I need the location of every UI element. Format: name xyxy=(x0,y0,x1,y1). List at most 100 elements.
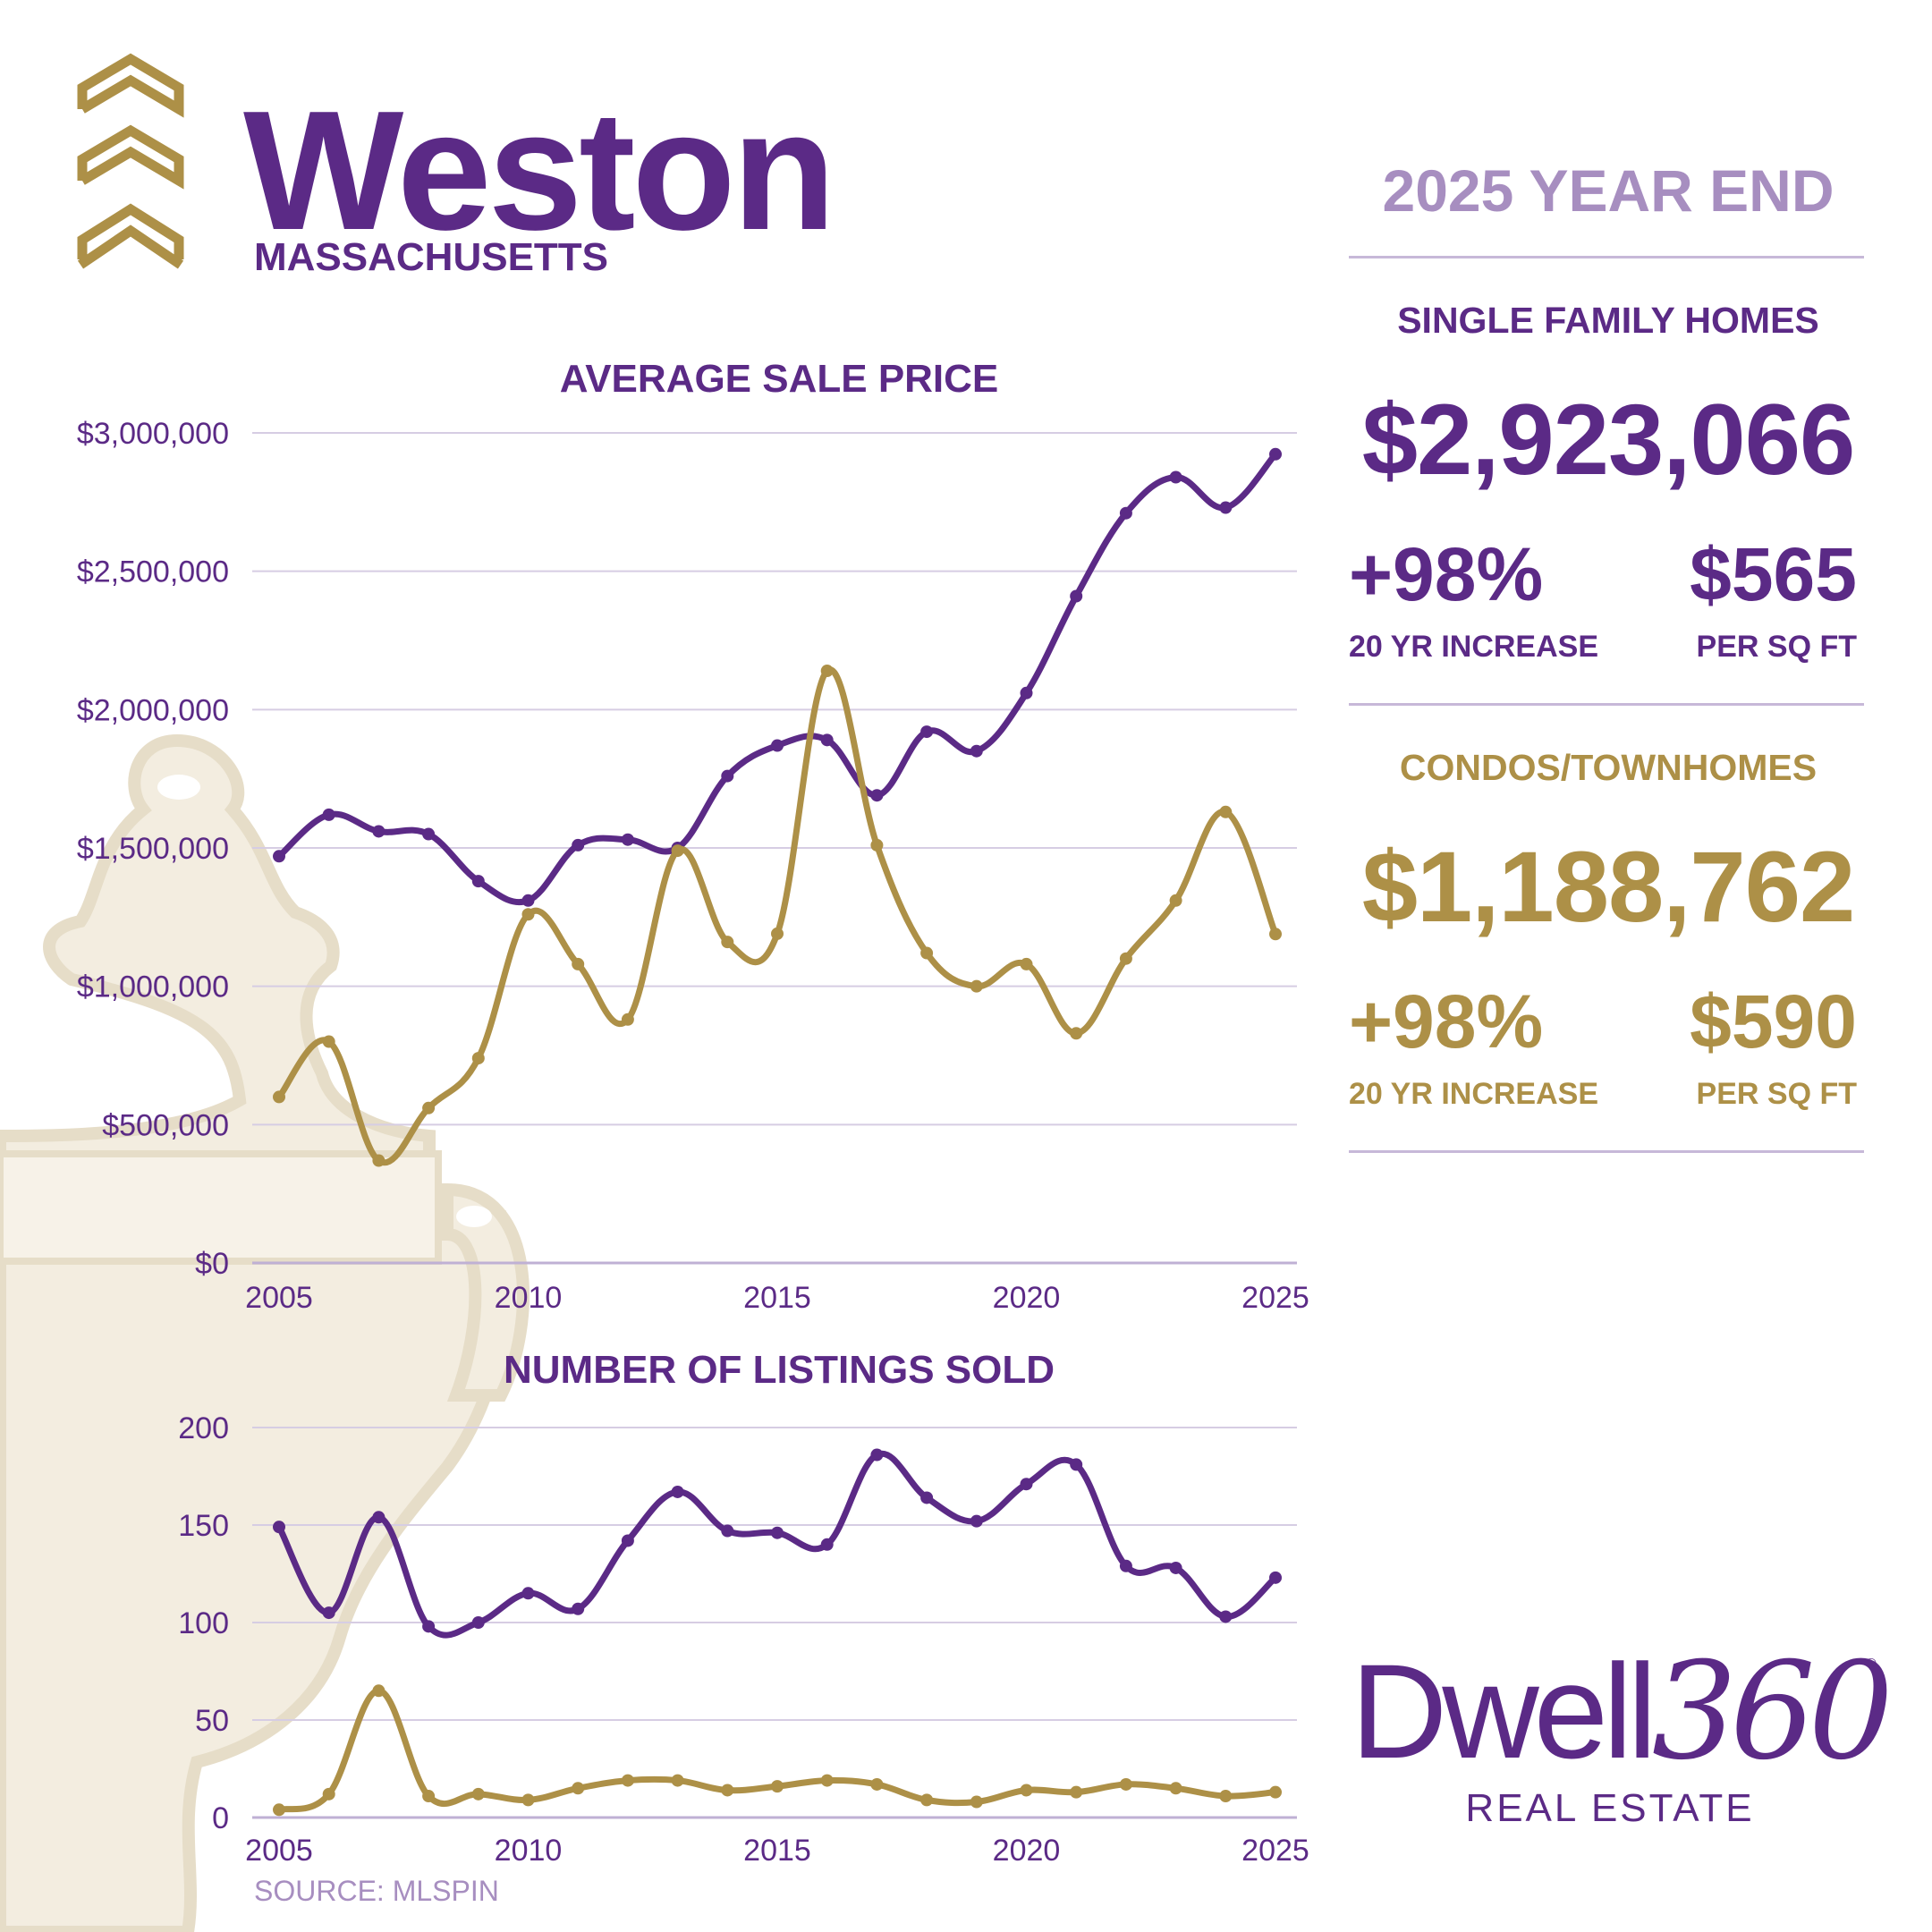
dwell360-logo: Dwell360 xyxy=(1351,1644,1894,1779)
data-point xyxy=(471,1052,485,1065)
highlight xyxy=(456,1206,492,1227)
data-point xyxy=(1269,928,1282,941)
brand-subtitle: REAL ESTATE xyxy=(1465,1786,1755,1830)
data-point xyxy=(572,957,585,970)
x-tick-label: 2020 xyxy=(993,1281,1061,1315)
x-tick-label: 2005 xyxy=(245,1281,313,1315)
data-point xyxy=(273,1521,285,1534)
brand-name: Dwell xyxy=(1351,1636,1657,1786)
y-tick-label: $2,500,000 xyxy=(77,555,229,589)
data-point xyxy=(870,838,884,852)
data-point xyxy=(970,1514,983,1528)
data-point xyxy=(1119,1777,1132,1791)
condos-heading: CONDOS/TOWNHOMES xyxy=(1399,747,1818,788)
data-point xyxy=(372,825,386,838)
data-point xyxy=(1070,1785,1083,1799)
series-line-condos xyxy=(275,1687,1279,1813)
single-family-ppsf-label: PER SQ FT xyxy=(1696,630,1857,664)
average-sale-price-chart: AVERAGE SALE PRICE $0 $500,000 $1,000,000 $1… xyxy=(77,357,1309,1315)
data-point xyxy=(521,894,535,907)
data-point xyxy=(1070,1027,1083,1040)
data-point xyxy=(820,733,834,747)
data-point xyxy=(372,1511,386,1524)
y-tick-label: $3,000,000 xyxy=(77,417,229,451)
registered-mark: ® xyxy=(1866,1657,1877,1672)
highlight xyxy=(157,775,200,800)
charts-panel: AVERAGE SALE PRICE $0 $500,000 $1,000,000 $1… xyxy=(77,357,1309,1868)
data-point xyxy=(920,946,934,960)
data-point xyxy=(1020,957,1033,970)
data-point xyxy=(1119,952,1132,965)
data-point xyxy=(572,838,585,852)
data-point xyxy=(273,850,285,863)
data-point xyxy=(1219,501,1233,514)
data-point xyxy=(471,875,485,888)
data-point xyxy=(422,827,436,841)
state-subtitle: MASSACHUSETTS xyxy=(254,235,609,279)
data-point xyxy=(1020,1478,1033,1491)
data-point xyxy=(721,1784,734,1797)
y-tick-label: $1,500,000 xyxy=(77,832,229,866)
data-point xyxy=(1070,1458,1083,1471)
data-point xyxy=(621,1013,634,1026)
data-point xyxy=(322,1606,335,1620)
data-point xyxy=(771,739,784,752)
data-point xyxy=(572,1782,585,1795)
data-point xyxy=(721,936,734,949)
data-point xyxy=(273,1090,285,1104)
divider xyxy=(1349,703,1864,706)
data-point xyxy=(671,1485,684,1498)
divider xyxy=(1349,1150,1864,1153)
period-label: 2025 YEAR END xyxy=(1382,157,1835,224)
data-point xyxy=(422,1101,436,1114)
data-point xyxy=(970,1795,983,1809)
data-point xyxy=(771,1526,784,1539)
data-point xyxy=(920,1793,934,1807)
data-point xyxy=(621,833,634,846)
data-point xyxy=(322,808,335,821)
series-line-single-family xyxy=(275,451,1279,905)
data-point xyxy=(572,1602,585,1615)
condos-avg-price: $1,188,762 xyxy=(1361,831,1856,943)
data-point xyxy=(471,1787,485,1801)
x-tick-label: 2010 xyxy=(495,1281,563,1315)
data-point xyxy=(521,1587,535,1600)
data-point xyxy=(1119,506,1132,520)
data-point xyxy=(422,1790,436,1803)
data-point xyxy=(721,1524,734,1538)
y-tick-label: $1,000,000 xyxy=(77,970,229,1004)
condos-ppsf-label: PER SQ FT xyxy=(1696,1077,1857,1111)
series-line-single-family xyxy=(275,1450,1279,1639)
data-point xyxy=(422,1620,436,1633)
data-point xyxy=(920,725,934,739)
chevron-up-icon xyxy=(77,53,184,269)
data-point xyxy=(1169,1782,1182,1795)
x-tick-label: 2015 xyxy=(743,1834,811,1868)
divider xyxy=(1349,256,1864,258)
data-point xyxy=(1219,805,1233,818)
single-family-avg-price: $2,923,066 xyxy=(1361,384,1856,496)
data-point xyxy=(521,908,535,921)
listings-sold-chart: NUMBER OF LISTINGS SOLD 0 50 100 150 200 2005 2… xyxy=(178,1348,1309,1868)
data-point xyxy=(970,979,983,993)
data-point xyxy=(820,1774,834,1787)
y-tick-label: 200 xyxy=(178,1411,229,1445)
data-point xyxy=(1169,1561,1182,1574)
data-point xyxy=(970,744,983,758)
x-tick-label: 2015 xyxy=(743,1281,811,1315)
data-point xyxy=(870,789,884,802)
data-point xyxy=(1269,447,1282,461)
y-tick-label: 50 xyxy=(195,1704,229,1738)
data-point xyxy=(1219,1610,1233,1623)
data-point xyxy=(1269,1571,1282,1584)
data-point xyxy=(820,665,834,678)
data-point xyxy=(771,927,784,940)
x-tick-label: 2010 xyxy=(495,1834,563,1868)
data-point xyxy=(1070,589,1083,603)
door-knocker-illustration xyxy=(0,733,530,1932)
data-point xyxy=(1119,1559,1132,1572)
data-point xyxy=(322,1787,335,1801)
data-point xyxy=(471,1616,485,1629)
data-point xyxy=(721,769,734,783)
data-point xyxy=(771,1780,784,1793)
